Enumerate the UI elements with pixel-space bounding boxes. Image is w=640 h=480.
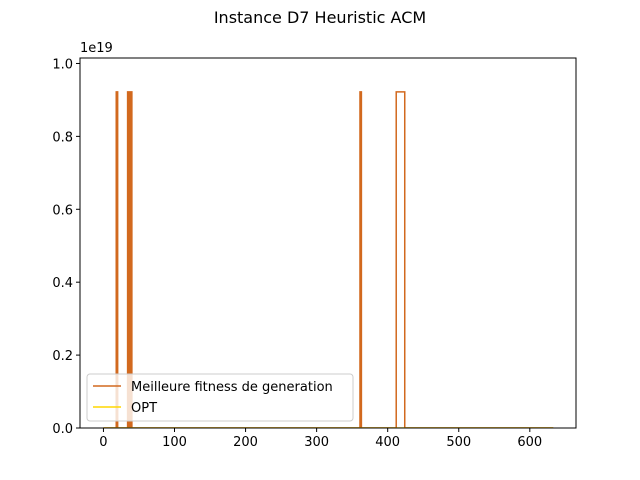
chart-title: Instance D7 Heuristic ACM <box>214 8 426 27</box>
x-tick-label: 400 <box>375 435 400 450</box>
plot-area <box>103 91 554 428</box>
y-axis-offset-label: 1e19 <box>80 41 113 56</box>
legend-label-2: OPT <box>131 401 157 416</box>
x-tick-label: 600 <box>517 435 542 450</box>
y-tick-label: 0.4 <box>52 276 73 291</box>
legend-label-1: Meilleure fitness de generation <box>131 380 333 395</box>
legend-box <box>86 373 354 422</box>
y-tick-label: 1.0 <box>52 57 73 72</box>
x-tick-label: 300 <box>304 435 329 450</box>
x-tick-label: 200 <box>233 435 258 450</box>
legend: Meilleure fitness de generation OPT <box>86 373 354 422</box>
y-tick-label: 0.6 <box>52 203 73 218</box>
plot-frame <box>79 57 577 429</box>
y-axis: 0.0 0.2 0.4 0.6 0.8 1.0 <box>52 57 80 437</box>
y-tick-label: 0.8 <box>52 130 73 145</box>
x-tick-label: 500 <box>446 435 471 450</box>
y-tick-label: 0.0 <box>52 422 73 437</box>
y-tick-label: 0.2 <box>52 349 73 364</box>
x-axis: 0 100 200 300 400 500 600 <box>99 428 542 450</box>
x-tick-label: 100 <box>162 435 187 450</box>
series-line-1 <box>103 91 554 428</box>
x-tick-label: 0 <box>99 435 107 450</box>
